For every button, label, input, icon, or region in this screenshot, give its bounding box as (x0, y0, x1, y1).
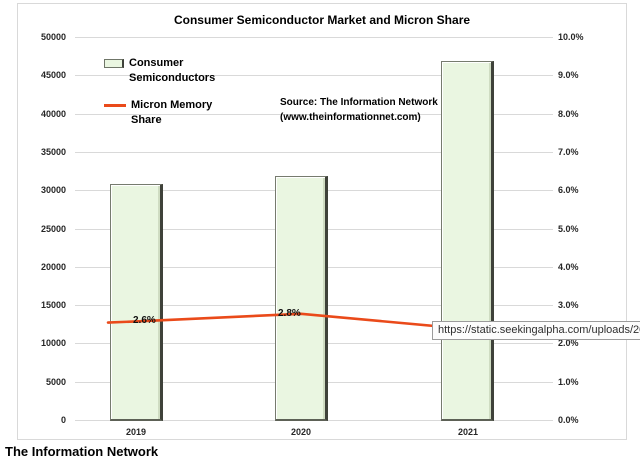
chart-figure[interactable]: Consumer Semiconductor Market and Micron… (17, 3, 627, 440)
legend-item-consumer-semiconductors: Consumer Semiconductors (104, 56, 236, 85)
right-axis-tick-label: 1.0% (558, 377, 579, 387)
right-axis-tick-label: 3.0% (558, 300, 579, 310)
right-axis-tick-label: 6.0% (558, 185, 579, 195)
legend-label-consumer-semiconductors: Consumer Semiconductors (129, 57, 216, 84)
gridline (75, 75, 553, 76)
y-axis-tick-label: 15000 (40, 300, 66, 310)
line-series-swatch-icon (104, 104, 126, 108)
bar-2019 (110, 184, 163, 421)
legend-item-micron-memory-share: Micron Memory Share (104, 98, 236, 127)
gridline (75, 37, 553, 38)
y-axis-tick-label: 10000 (40, 338, 66, 348)
line-data-label-2019: 2.6% (133, 315, 156, 326)
y-axis-tick-label: 5000 (45, 377, 66, 387)
chart-title: Consumer Semiconductor Market and Micron… (173, 13, 471, 27)
x-axis-label-2020: 2020 (290, 427, 312, 437)
source-note-line2: (www.theinformationnet.com) (280, 112, 421, 123)
bar-2020 (275, 176, 328, 421)
y-axis-tick-label: 45000 (40, 70, 66, 80)
right-axis-tick-label: 0.0% (558, 415, 579, 425)
line-data-label-2020: 2.8% (278, 308, 301, 319)
right-axis-tick-label: 5.0% (558, 224, 579, 234)
x-axis-label-2021: 2021 (457, 427, 479, 437)
y-axis-tick-label: 40000 (40, 109, 66, 119)
y-axis-tick-label: 25000 (40, 224, 66, 234)
y-axis-tick-label: 0 (60, 415, 66, 425)
bar-series-swatch-icon (104, 59, 124, 68)
y-axis-tick-label: 35000 (40, 147, 66, 157)
browser-link-url-tooltip: https://static.seekingalpha.com/uploads/… (432, 321, 640, 340)
y-axis-tick-label: 50000 (40, 32, 66, 42)
legend: Consumer Semiconductors Micron Memory Sh… (104, 56, 236, 140)
source-note-line1: Source: The Information Network (280, 97, 438, 108)
micron-share-line (106, 312, 470, 331)
right-axis-tick-label: 9.0% (558, 70, 579, 80)
right-axis-tick-label: 7.0% (558, 147, 579, 157)
gridline (75, 114, 553, 115)
bar-2021 (441, 61, 494, 421)
right-axis-tick-label: 10.0% (558, 32, 584, 42)
gridline (75, 152, 553, 153)
caption: The Information Network (5, 444, 159, 459)
right-axis-tick-label: 8.0% (558, 109, 579, 119)
y-axis-tick-label: 20000 (40, 262, 66, 272)
plot-area: 2019 2020 2021 2.6% 2.8% (75, 37, 553, 437)
source-note: Source: The Information Network (www.the… (280, 95, 438, 125)
right-axis-tick-label: 4.0% (558, 262, 579, 272)
right-axis-tick-label: 2.0% (558, 338, 579, 348)
y-axis-tick-label: 30000 (40, 185, 66, 195)
legend-label-micron-memory-share: Micron Memory Share (131, 99, 213, 126)
x-axis-label-2019: 2019 (125, 427, 147, 437)
